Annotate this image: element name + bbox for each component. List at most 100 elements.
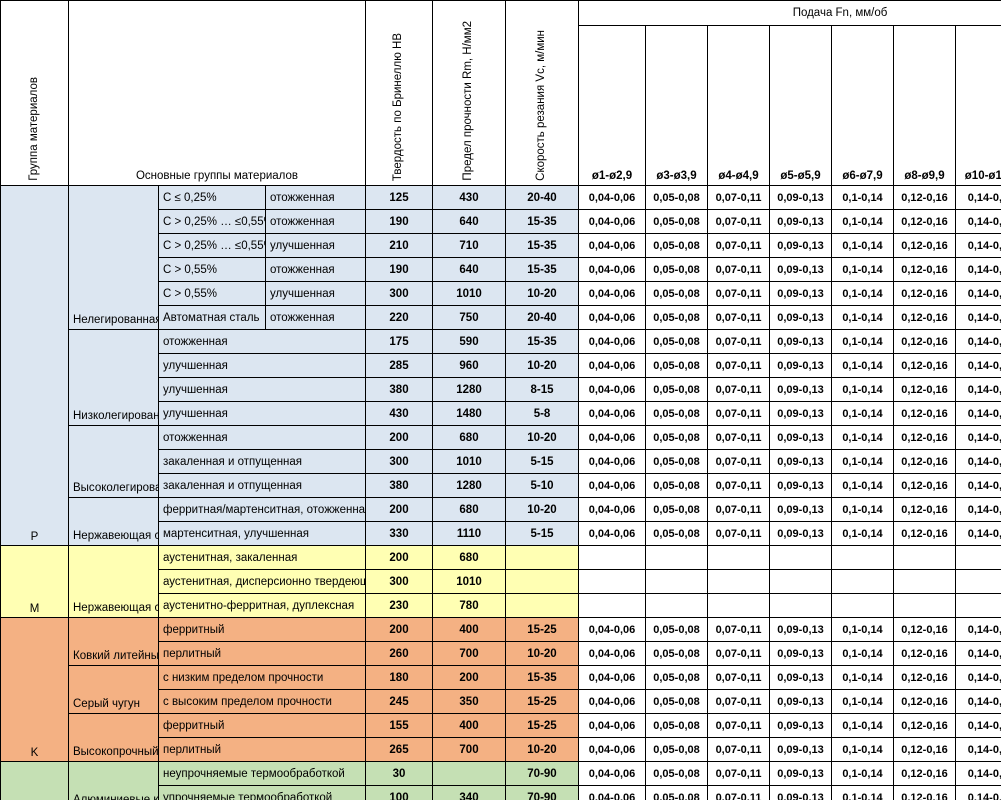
hardness-value: 190: [365, 209, 433, 234]
material-type-cell: Нелегированная сталь: [68, 185, 159, 330]
material-subdesc-cell: с высоким пределом прочности: [158, 689, 366, 714]
strength-value: 1010: [432, 449, 506, 474]
feed-value-col-4: 0,09-0,13: [769, 449, 832, 474]
hardness-value: 155: [365, 713, 433, 738]
material-subdesc-cell: ферритный: [158, 713, 366, 738]
feed-value-col-3: 0,07-0,11: [707, 641, 770, 666]
feed-value-col-1: 0,04-0,06: [578, 281, 646, 306]
hardness-value: 210: [365, 233, 433, 258]
feed-value-col-5: 0,1-0,14: [831, 641, 894, 666]
material-subdesc-label: ферритная/мартенситная, отожженная: [163, 503, 366, 516]
feed-value-col-4: [769, 545, 832, 570]
hardness-value: 300: [365, 449, 433, 474]
speed-value: 10-20: [505, 497, 579, 522]
material-subdesc-label: с высоким пределом прочности: [163, 695, 332, 708]
material-type-label: Серый чугун: [73, 698, 141, 710]
header-main-groups: Основные группы материалов: [68, 0, 366, 186]
feed-value-col-6: 0,12-0,16: [893, 737, 956, 762]
header-row-feed-title: Группа материалов Основные группы материа…: [0, 0, 1001, 186]
strength-value: 680: [432, 545, 506, 570]
header-speed: Скорость резания Vc, м/мин: [505, 0, 579, 186]
material-subdesc-cell: с низким пределом прочности: [158, 665, 366, 690]
feed-value-col-2: 0,05-0,08: [645, 617, 708, 642]
feed-value-col-1: 0,04-0,06: [578, 233, 646, 258]
material-type-label: Алюминиевые ковкие сплавы: [73, 794, 159, 800]
strength-value: 640: [432, 257, 506, 282]
feed-value-col-1: 0,04-0,06: [578, 425, 646, 450]
material-subdesc-label: улучшенная: [163, 359, 228, 372]
feed-value-col-2: 0,05-0,08: [645, 665, 708, 690]
material-condition-cell: улучшенная: [265, 281, 366, 306]
feed-value-col-1: 0,04-0,06: [578, 713, 646, 738]
header-feed-col-2: ø3-ø3,9: [645, 25, 708, 186]
feed-value-col-2: 0,05-0,08: [645, 473, 708, 498]
feed-value-col-7: 0,14-0,18: [955, 665, 1001, 690]
speed-value: 15-35: [505, 233, 579, 258]
header-strength-label: Предел прочности Rm, Н/мм2: [462, 21, 475, 181]
feed-value-col-5: 0,1-0,14: [831, 713, 894, 738]
feed-value-col-1: 0,04-0,06: [578, 185, 646, 210]
material-condition-label: отожженная: [270, 263, 335, 276]
feed-value-col-7: 0,14-0,18: [955, 737, 1001, 762]
material-subdesc-label: C ≤ 0,25%: [163, 191, 217, 204]
material-condition-cell: улучшенная: [265, 233, 366, 258]
feed-value-col-1: 0,04-0,06: [578, 257, 646, 282]
hardness-value: 100: [365, 785, 433, 800]
material-subdesc-cell: улучшенная: [158, 377, 366, 402]
feed-value-col-7: 0,14-0,18: [955, 449, 1001, 474]
strength-value: 1010: [432, 569, 506, 594]
feed-value-col-5: 0,1-0,14: [831, 785, 894, 800]
strength-value: 200: [432, 665, 506, 690]
material-subdesc-label: перлитный: [163, 647, 222, 660]
feed-value-col-6: 0,12-0,16: [893, 761, 956, 786]
feed-value-col-2: 0,05-0,08: [645, 185, 708, 210]
feed-value-col-2: [645, 545, 708, 570]
material-subdesc-cell: улучшенная: [158, 353, 366, 378]
strength-value: 680: [432, 425, 506, 450]
hardness-value: 200: [365, 545, 433, 570]
feed-value-col-2: 0,05-0,08: [645, 713, 708, 738]
feed-value-col-3: 0,07-0,11: [707, 473, 770, 498]
material-subdesc-label: Автоматная сталь: [163, 311, 260, 324]
strength-value: 780: [432, 593, 506, 618]
feed-value-col-1: 0,04-0,06: [578, 761, 646, 786]
feed-value-col-6: 0,12-0,16: [893, 281, 956, 306]
feed-value-col-2: 0,05-0,08: [645, 329, 708, 354]
strength-value: 590: [432, 329, 506, 354]
feed-value-col-1: [578, 593, 646, 618]
feed-value-col-7: 0,14-0,18: [955, 401, 1001, 426]
material-type-cell: Высоколегированная сталь: [68, 425, 159, 498]
material-type-cell: Серый чугун: [68, 665, 159, 714]
hardness-value: 230: [365, 593, 433, 618]
speed-value: 10-20: [505, 425, 579, 450]
feed-value-col-2: 0,05-0,08: [645, 209, 708, 234]
feed-value-col-4: 0,09-0,13: [769, 425, 832, 450]
feed-value-col-7: 0,14-0,18: [955, 353, 1001, 378]
feed-value-col-1: 0,04-0,06: [578, 305, 646, 330]
feed-value-col-5: 0,1-0,14: [831, 305, 894, 330]
strength-value: 710: [432, 233, 506, 258]
feed-value-col-4: 0,09-0,13: [769, 785, 832, 800]
strength-value: 1280: [432, 377, 506, 402]
feed-value-col-3: 0,07-0,11: [707, 785, 770, 800]
feed-value-col-7: 0,14-0,18: [955, 257, 1001, 282]
feed-value-col-7: 0,14-0,18: [955, 617, 1001, 642]
feed-value-col-7: 0,14-0,18: [955, 233, 1001, 258]
table-row: перлитный 265 700 10-20 0,04-0,06 0,05-0,08 0,…: [1, 737, 1001, 762]
strength-value: 700: [432, 737, 506, 762]
material-type-cell: Нержавеющая сталь: [68, 497, 159, 546]
material-subdesc-cell: отожженная: [158, 425, 366, 450]
feed-value-col-2: 0,05-0,08: [645, 737, 708, 762]
speed-value: 5-8: [505, 401, 579, 426]
hardness-value: 260: [365, 641, 433, 666]
material-subdesc-cell: аустенитная, закаленная: [158, 545, 366, 570]
table-row: C > 0,25% … ≤0,55% отожженная 190 640 15-35 0…: [1, 209, 1001, 234]
hardness-value: 220: [365, 305, 433, 330]
feed-value-col-4: 0,09-0,13: [769, 209, 832, 234]
speed-value: 5-15: [505, 521, 579, 546]
feed-value-col-3: 0,07-0,11: [707, 257, 770, 282]
feed-value-col-5: 0,1-0,14: [831, 257, 894, 282]
feed-value-col-3: [707, 545, 770, 570]
speed-value: 15-35: [505, 665, 579, 690]
